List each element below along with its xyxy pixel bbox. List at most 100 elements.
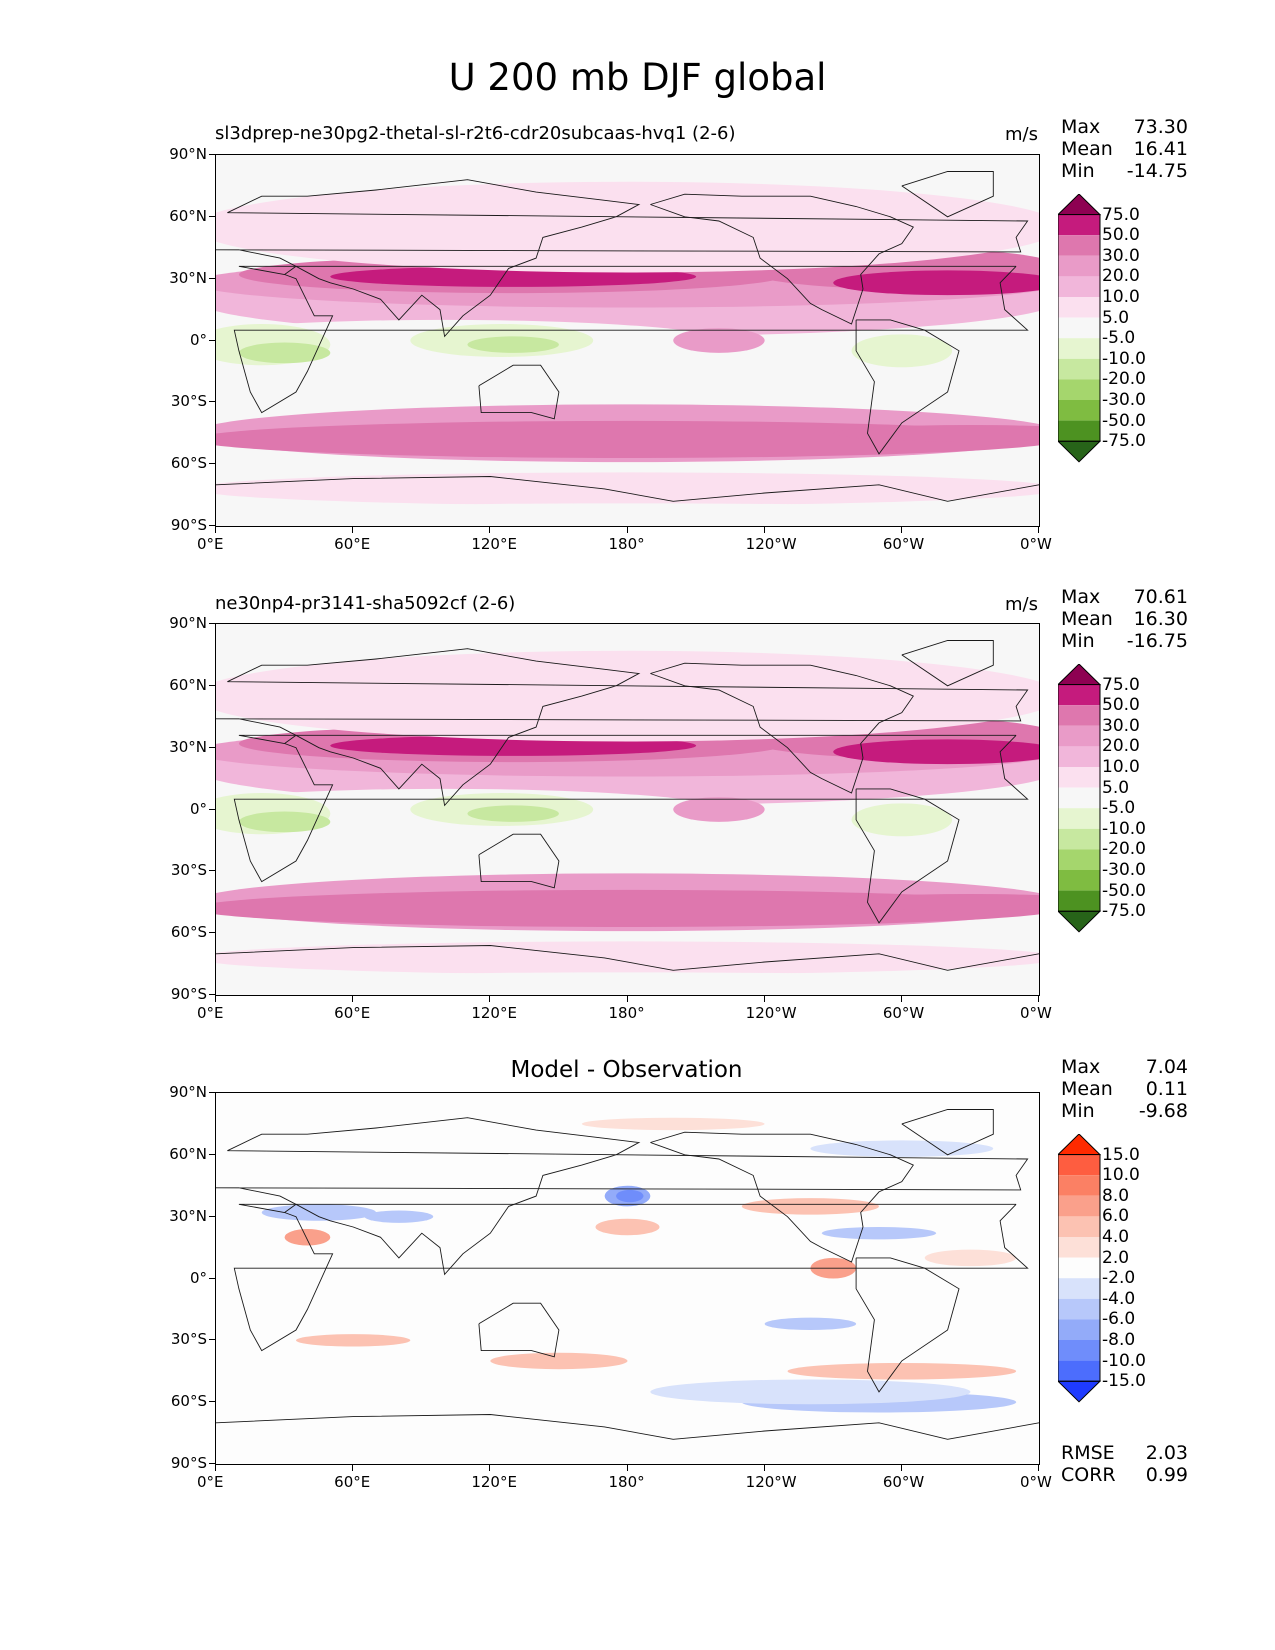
contour-region — [467, 336, 559, 353]
y-tick-mark — [209, 623, 215, 624]
x-tick-label: 120°W — [745, 535, 797, 553]
x-tick-mark — [352, 996, 354, 1002]
x-tick-label: 0°W — [1020, 535, 1052, 553]
x-tick-mark — [489, 1465, 491, 1471]
x-tick-label: 0°E — [197, 1004, 224, 1022]
y-tick-label: 30°S — [170, 861, 207, 880]
contour-region — [216, 420, 1039, 458]
x-tick-label: 60°W — [882, 1004, 925, 1022]
y-tick-mark — [209, 808, 215, 810]
x-tick-label: 60°E — [334, 1473, 371, 1491]
y-tick-mark — [209, 684, 215, 686]
coastline — [901, 171, 994, 218]
y-tick-mark — [209, 1401, 215, 1403]
colorbar-label: 30.0 — [1102, 245, 1140, 266]
y-tick-mark — [209, 870, 215, 872]
x-tick-mark — [215, 527, 216, 533]
colorbar-segment — [1058, 235, 1100, 256]
colorbar-segment — [1058, 317, 1100, 339]
x-tick-mark — [763, 1465, 765, 1471]
mean-label: Mean — [1061, 138, 1113, 160]
map-field — [216, 171, 1039, 526]
x-tick-mark — [489, 996, 491, 1002]
y-tick-label: 30°N — [169, 737, 207, 756]
x-tick-mark — [900, 996, 902, 1002]
x-tick-label: 120°E — [471, 535, 517, 553]
colorbar-segment — [1058, 297, 1100, 318]
x-tick-mark — [352, 527, 354, 533]
colorbar-segment — [1058, 400, 1100, 421]
x-tick-label: 0°W — [1020, 1004, 1052, 1022]
colorbar: 75.0 50.0 30.0 20.0 10.0 5.0 -5.0 -10.0 -20.0 -30… — [1056, 193, 1158, 490]
x-tick-mark — [900, 527, 902, 533]
colorbar-label: 10.0 — [1102, 287, 1140, 307]
x-tick-mark — [626, 527, 628, 533]
colorbar-segment — [1058, 379, 1100, 400]
x-tick-mark — [489, 527, 491, 533]
x-tick-mark — [1038, 1465, 1039, 1471]
y-tick-label: 30°S — [170, 392, 207, 411]
contour-region — [238, 342, 331, 364]
y-tick-label: 60°N — [169, 1144, 207, 1163]
colorbar-segment — [1058, 338, 1100, 359]
y-tick-mark — [209, 746, 215, 748]
y-tick-mark — [209, 401, 215, 403]
x-tick-mark — [215, 1465, 216, 1471]
colorbar-outline — [1057, 214, 1101, 442]
y-tick-mark — [209, 1092, 215, 1093]
y-tick-mark — [209, 154, 215, 155]
y-tick-mark — [209, 215, 215, 217]
y-tick-label: 60°N — [169, 675, 207, 694]
y-tick-label: 30°N — [169, 1206, 207, 1225]
x-tick-mark — [352, 1465, 354, 1471]
figure-title: U 200 mb DJF global — [448, 56, 827, 99]
y-tick-label: 0° — [189, 330, 207, 349]
y-tick-mark — [209, 1339, 215, 1341]
colorbar-segment — [1058, 214, 1100, 236]
contour-region — [673, 328, 765, 353]
coastline — [216, 179, 1029, 338]
y-tick-mark — [209, 277, 215, 279]
x-tick-label: 120°W — [745, 1473, 797, 1491]
x-tick-label: 180° — [608, 1004, 645, 1022]
y-tick-label: 0° — [189, 799, 207, 818]
max-label: Max — [1061, 116, 1101, 138]
x-tick-label: 0°E — [197, 1473, 224, 1491]
min-value: -14.75 — [1126, 160, 1188, 182]
colorbar-svg — [1056, 193, 1102, 463]
x-tick-label: 120°E — [471, 1004, 517, 1022]
colorbar-label: 50.0 — [1102, 225, 1140, 246]
y-tick-label: 60°S — [170, 923, 207, 942]
y-tick-mark — [209, 463, 215, 465]
y-tick-mark — [209, 1215, 215, 1217]
y-tick-mark — [209, 525, 215, 526]
colorbar-label: -20.0 — [1102, 369, 1146, 390]
colorbar-extend-max — [1056, 193, 1102, 216]
colorbar-label: -5.0 — [1102, 328, 1136, 349]
x-tick-label: 120°E — [471, 1473, 517, 1491]
y-tick-label: 90°S — [170, 1454, 207, 1472]
x-tick-mark — [763, 527, 765, 533]
y-tick-label: 60°S — [170, 454, 207, 473]
colorbar-label: 75.0 — [1102, 204, 1140, 225]
y-tick-label: 60°S — [170, 1392, 207, 1411]
y-tick-mark — [209, 1277, 215, 1279]
max-value: 73.30 — [1133, 116, 1188, 138]
x-tick-mark — [900, 1465, 902, 1471]
contour-region — [851, 334, 953, 368]
map-panel — [215, 154, 1040, 527]
colorbar-extend-min — [1056, 440, 1102, 463]
x-tick-label: 120°W — [745, 1004, 797, 1022]
contour-region — [216, 503, 1039, 526]
colorbar-label: -10.0 — [1102, 348, 1146, 369]
coastline — [855, 319, 960, 455]
y-tick-mark — [209, 994, 215, 995]
y-tick-mark — [209, 932, 215, 934]
colorbar-label: -50.0 — [1102, 410, 1146, 431]
coastline — [478, 364, 560, 420]
colorbar-segment — [1058, 358, 1100, 380]
coastline — [216, 476, 1039, 502]
x-tick-label: 60°W — [882, 1473, 925, 1491]
